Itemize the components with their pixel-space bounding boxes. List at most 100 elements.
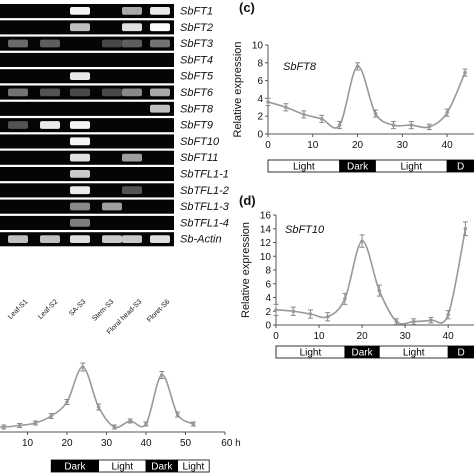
gene-label: SbTFL1-1	[180, 169, 229, 181]
gel-band	[70, 218, 90, 227]
data-point	[429, 318, 433, 322]
x-tick-label: 10	[307, 140, 319, 151]
y-tick-label: 12	[260, 238, 272, 249]
gel-band	[122, 153, 142, 162]
data-point	[373, 111, 378, 116]
x-tick-label: 40	[140, 438, 152, 449]
dark-label: Dark	[347, 162, 369, 173]
panel-d-chart: 0 2 4 6 8 10 12 14 16 0 10 20 30 40 SbFT10 Relative exp…	[240, 211, 474, 359]
x-tick-label: 10	[313, 331, 325, 342]
y-axis-title: Relative expression	[232, 42, 244, 138]
gel-band	[150, 104, 170, 113]
data-point	[463, 226, 468, 231]
light-label: Light	[111, 462, 133, 473]
data-point	[343, 297, 347, 301]
gel-band	[8, 39, 28, 48]
gel-band	[40, 235, 60, 243]
x-tick-label: 30	[400, 331, 412, 342]
gene-label: SbFT1	[180, 6, 213, 18]
data-point	[284, 105, 288, 110]
y-tick-label: 10	[252, 41, 264, 52]
gene-label: Sb-Actin	[180, 234, 222, 246]
gene-label: SbFT6	[180, 87, 214, 99]
dark-label: Dark	[352, 348, 374, 359]
y-tick-label: 8	[257, 58, 263, 69]
gel-band	[70, 23, 90, 32]
lane-label: Leaf-S2	[37, 298, 59, 320]
gene-label: SbFT3	[180, 38, 214, 50]
gel-band	[40, 121, 60, 129]
gel-band	[40, 39, 60, 48]
gel-band	[150, 88, 170, 97]
gene-label: SbFT5	[180, 71, 214, 83]
gel-band	[150, 235, 170, 243]
x-tick-label: 0	[265, 140, 271, 151]
data-point	[112, 425, 117, 429]
x-tick-label: 20	[352, 140, 364, 151]
dark-period-bar	[447, 345, 474, 359]
dark-label: D	[457, 348, 464, 359]
x-tick-label: 60 h	[221, 438, 240, 449]
data-point	[266, 100, 270, 104]
gene-label: SbTFL1-4	[180, 217, 229, 229]
gel-band	[102, 202, 122, 211]
gel-band	[122, 23, 142, 32]
gel-band	[122, 235, 142, 243]
lane-label: Stem-S3	[91, 298, 115, 322]
light-period-bar	[177, 459, 210, 473]
data-point	[377, 288, 382, 293]
data-point	[81, 365, 85, 369]
gel-band	[70, 7, 90, 15]
y-tick-label: 16	[260, 211, 272, 222]
data-point	[160, 373, 164, 377]
gene-label: SbFT11	[180, 152, 218, 164]
data-point	[291, 309, 296, 314]
gel-band	[102, 88, 122, 97]
y-tick-label: 0	[265, 321, 271, 332]
x-tick-label: 50	[180, 438, 192, 449]
gene-label: SbFT8	[180, 103, 214, 115]
x-tick-label: 30	[101, 438, 113, 449]
gel-band	[122, 186, 142, 195]
data-point	[360, 239, 364, 243]
y-tick-label: 0	[257, 130, 263, 141]
data-point	[411, 319, 416, 324]
light-label: Light	[300, 348, 322, 359]
gel-band	[8, 121, 28, 129]
light-label: Light	[183, 462, 205, 473]
rt-pcr-gel-panel: SbFT1 SbFT2 SbFT3 SbFT4 SbFT5 SbFT6 SbFT8 SbFT9…	[0, 4, 230, 247]
gel-band	[70, 72, 90, 80]
series-line	[0, 366, 194, 429]
data-point	[274, 308, 278, 312]
gel-band	[70, 153, 90, 162]
y-tick-label: 4	[265, 293, 271, 304]
data-point	[355, 64, 360, 69]
data-point	[17, 423, 22, 428]
light-label: Light	[293, 162, 315, 173]
data-point	[409, 123, 414, 127]
data-point	[2, 425, 6, 429]
dark-period-bar	[446, 159, 474, 173]
panel-d-letter: (d)	[239, 193, 256, 208]
gene-label: SbFT2	[180, 22, 213, 34]
gel-band	[70, 88, 90, 97]
data-point	[128, 419, 132, 423]
gel-strip	[0, 52, 174, 67]
dark-label: D	[457, 162, 464, 173]
gene-label: SbFT9	[180, 120, 213, 132]
gel-band	[150, 7, 170, 15]
gel-band	[70, 235, 90, 243]
gel-band	[70, 170, 90, 178]
data-point	[394, 319, 399, 324]
y-tick-label: 10	[260, 252, 272, 263]
data-point	[463, 70, 467, 75]
gel-strip	[0, 101, 174, 116]
data-point	[33, 421, 38, 425]
data-point	[191, 422, 196, 426]
panel-c-chart: 0 2 4 6 8 10 0 10 20 30 40 SbFT8 Relative expression…	[232, 41, 474, 173]
lane-label: Leaf-S1	[7, 298, 29, 320]
data-point	[65, 400, 69, 404]
x-tick-label: 20	[61, 438, 73, 449]
